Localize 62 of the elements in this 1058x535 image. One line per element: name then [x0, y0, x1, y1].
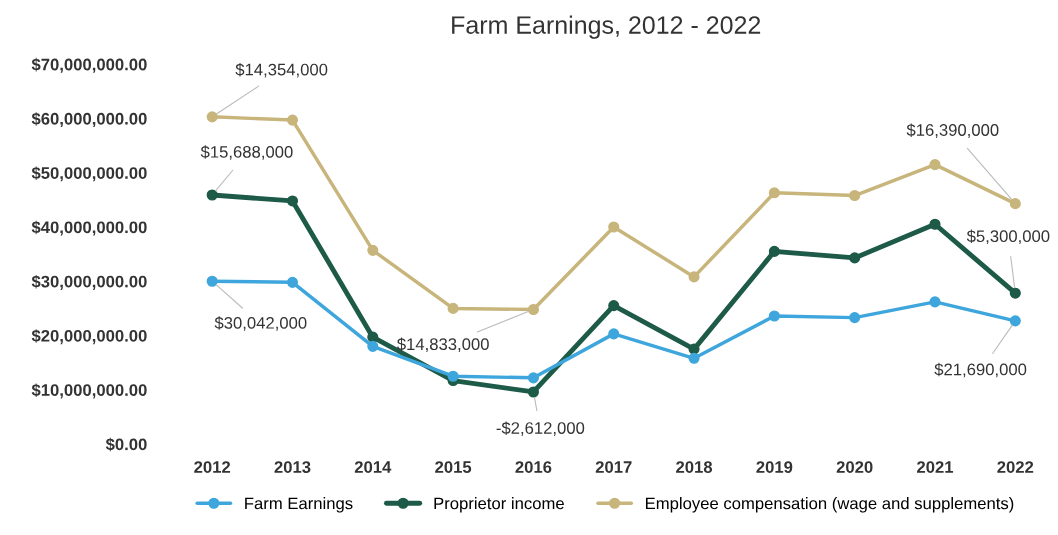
x-tick-label: 2018: [676, 461, 713, 473]
legend-label: Proprietor income: [434, 497, 564, 513]
point: [527, 386, 539, 398]
point: [688, 271, 700, 283]
x-tick-label: 2013: [274, 461, 311, 473]
point: [206, 275, 218, 287]
x-tick-label: 2014: [354, 461, 392, 473]
point: [768, 310, 780, 322]
annotation: $16,390,000: [906, 123, 999, 138]
y-tick-label: $10,000,000.00: [31, 383, 147, 399]
x-tick-label: 2022: [997, 461, 1034, 473]
point: [206, 189, 218, 201]
point: [1009, 315, 1021, 327]
x-tick-label: 2021: [917, 461, 954, 473]
point: [367, 340, 379, 352]
point: [367, 244, 379, 256]
point: [849, 312, 861, 324]
point: [929, 296, 941, 308]
point: [286, 195, 299, 207]
point: [286, 276, 299, 288]
annotation: $14,354,000: [235, 62, 328, 78]
point: [286, 114, 299, 126]
point: [447, 370, 459, 382]
y-tick-label: $70,000,000.00: [31, 57, 147, 73]
point: [608, 221, 620, 233]
annotation: $14,833,000: [396, 337, 489, 353]
point: [608, 328, 620, 340]
point: [1009, 198, 1021, 210]
point: [768, 187, 780, 199]
point: [768, 245, 780, 257]
point: [527, 372, 539, 384]
annotation: $21,690,000: [934, 362, 1027, 378]
x-tick-label: 2019: [756, 461, 793, 473]
y-tick-label: $0.00: [105, 437, 147, 452]
point: [688, 352, 700, 364]
point: [849, 252, 861, 264]
point: [367, 331, 379, 343]
point: [849, 189, 861, 202]
annotation: -$2,612,000: [496, 421, 585, 436]
x-tick-label: 2020: [836, 461, 873, 473]
annotation: $5,300,000: [966, 229, 1050, 245]
annotation: $15,688,000: [200, 145, 293, 160]
x-tick-label: 2016: [515, 461, 552, 473]
point: [447, 302, 459, 314]
point: [1009, 287, 1021, 299]
y-tick-label: $20,000,000.00: [31, 329, 147, 345]
point: [929, 218, 941, 230]
legend-label: Farm Earnings: [245, 497, 353, 513]
point: [929, 159, 941, 171]
x-tick-label: 2012: [194, 461, 231, 473]
x-tick-label: 2015: [435, 461, 472, 473]
chart-title: Farm Earnings, 2012 - 2022: [452, 15, 761, 39]
y-tick-label: $40,000,000.00: [31, 220, 147, 236]
point: [608, 300, 620, 312]
x-tick-label: 2017: [595, 461, 632, 473]
point: [206, 111, 218, 123]
y-tick-label: $30,000,000.00: [31, 274, 147, 290]
legend-label: Employee compensation (wage and supplements): [646, 497, 1014, 513]
y-tick-label: $60,000,000.00: [31, 112, 147, 128]
annotation: $30,042,000: [214, 316, 307, 331]
point: [527, 303, 539, 316]
y-tick-label: $50,000,000.00: [31, 166, 147, 182]
